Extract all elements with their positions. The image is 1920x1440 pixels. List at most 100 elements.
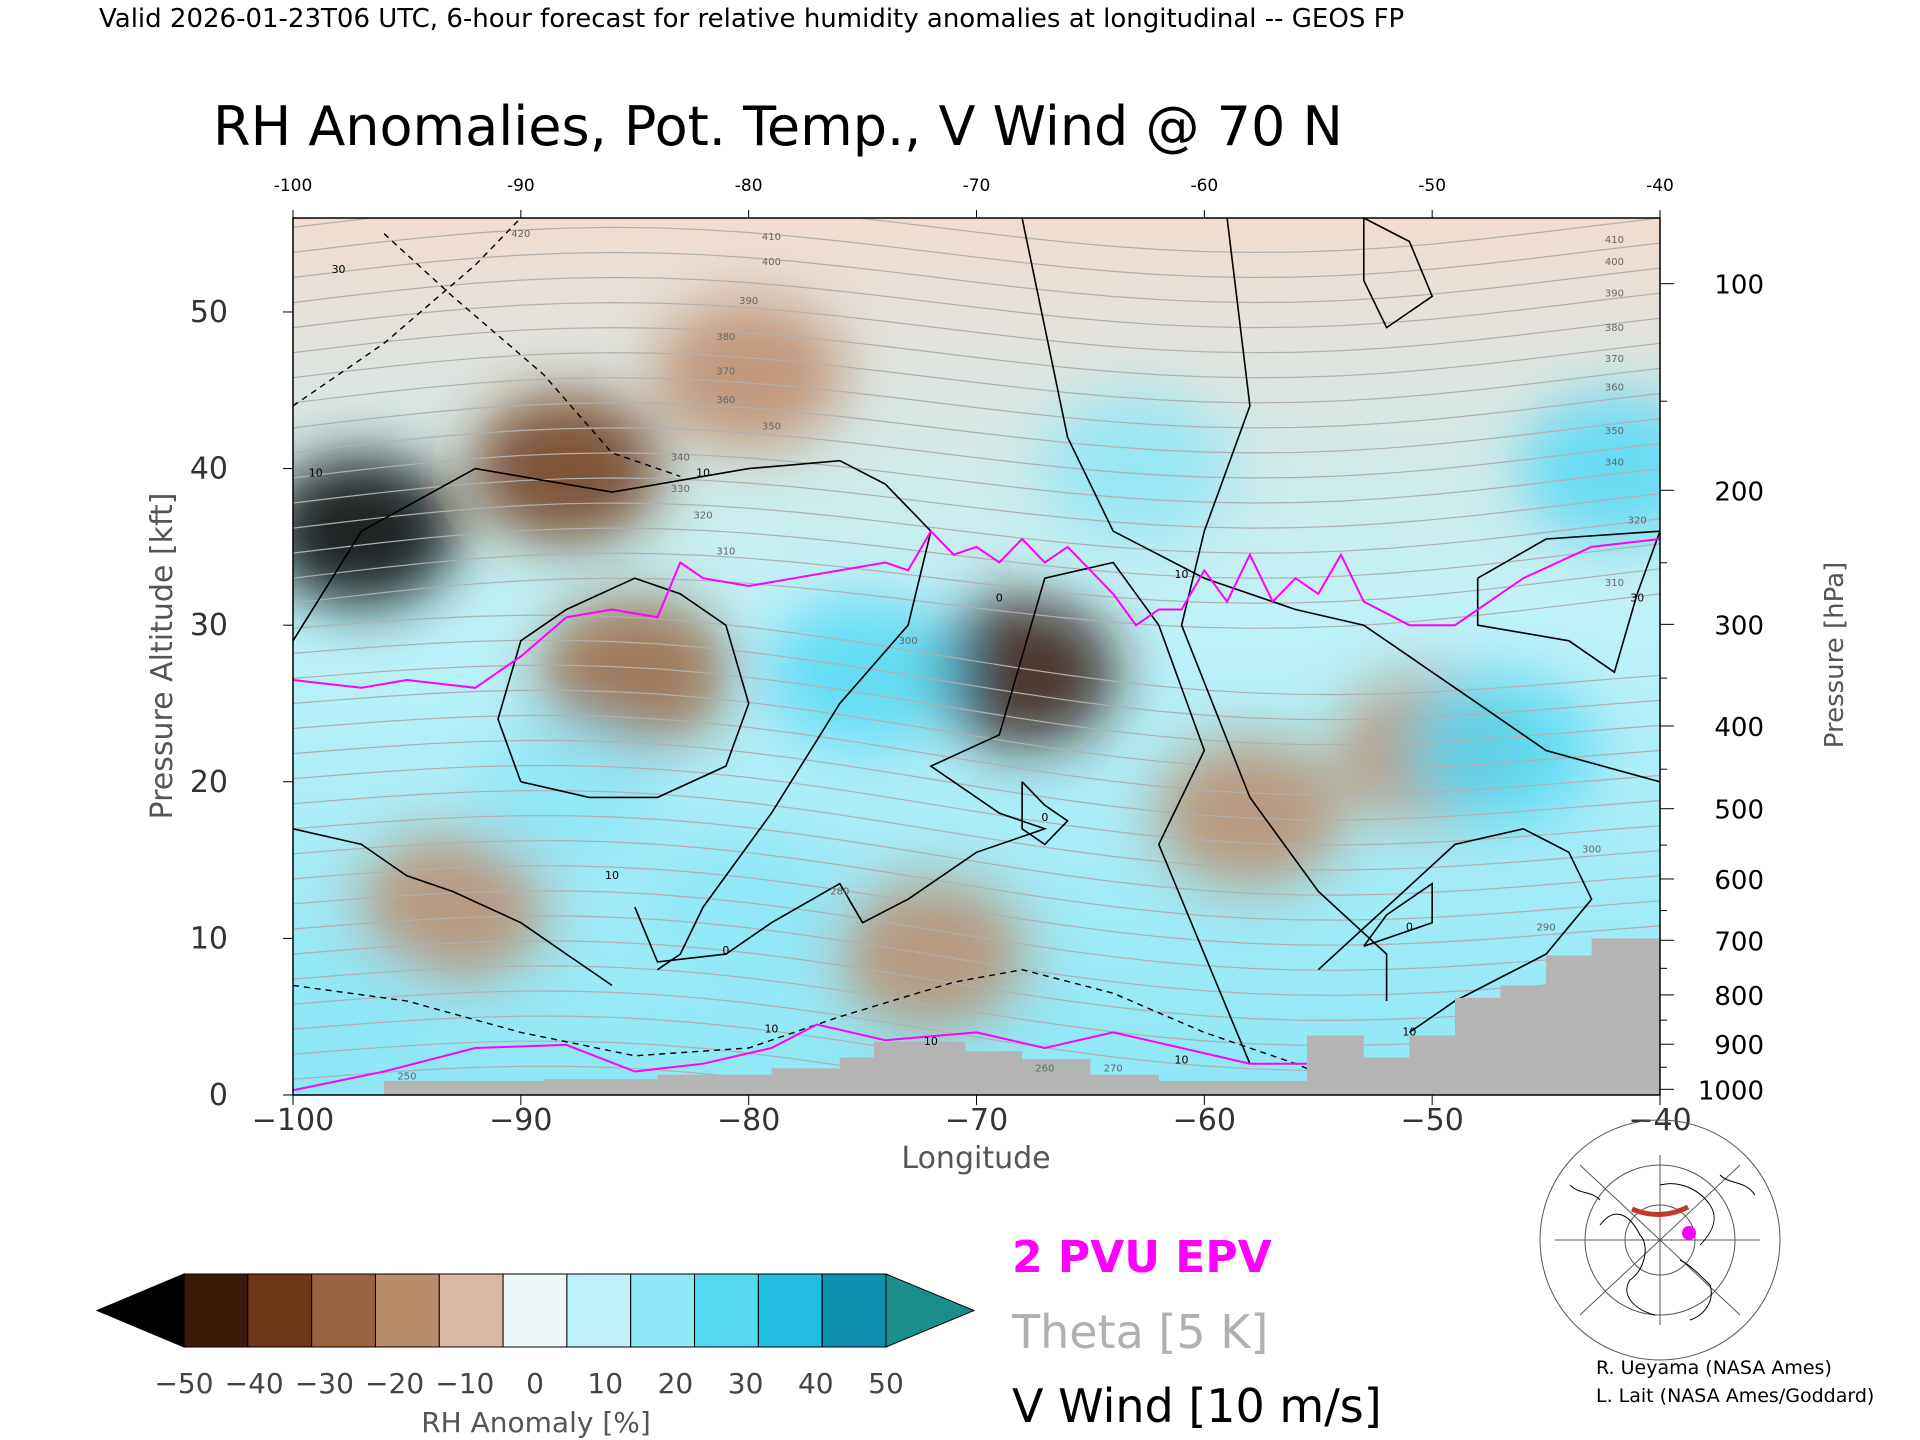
x-top-tick-label: -70 <box>963 176 991 196</box>
credit-line-1: R. Ueyama (NASA Ames) <box>1596 1357 1832 1379</box>
pressure-tick-label: 1000 <box>1698 1076 1764 1106</box>
theta-contour <box>293 664 1660 746</box>
theta-contour <box>293 527 1660 579</box>
colorbar-tick-label: −30 <box>295 1367 354 1400</box>
colorbar-label: RH Anomaly [%] <box>421 1406 651 1439</box>
vwind-contour <box>497 577 750 799</box>
theta-contour-label: 290 <box>1537 923 1556 934</box>
x-top-tick-label: -80 <box>735 176 763 196</box>
x-top-tick-label: -50 <box>1418 176 1446 196</box>
theta-contour <box>293 765 1660 846</box>
theta-contour <box>293 276 1660 329</box>
epv-2pvu-line <box>293 529 1660 689</box>
theta-contour <box>293 789 1660 871</box>
rh-anomaly-blob <box>767 597 958 748</box>
y-tick-label: 10 <box>190 921 228 956</box>
epv-contour <box>293 529 1660 1092</box>
pressure-tick-label: 500 <box>1714 796 1764 826</box>
rh-anomaly-blob <box>653 832 844 983</box>
rh-anomaly-blob <box>1040 393 1231 544</box>
plot-area: 420 4104003903803703603503403303203103002… <box>190 176 1764 1138</box>
theta-contour-label: 260 <box>1035 1064 1054 1075</box>
rh-anomaly-blob <box>1519 393 1660 544</box>
pressure-tick-label: 200 <box>1714 477 1764 507</box>
theta-contour <box>293 402 1660 454</box>
rh-anomaly-blob <box>471 393 662 544</box>
legend-theta: Theta [5 K] <box>1011 1305 1268 1359</box>
colorbar-tick-label: 0 <box>526 1367 544 1400</box>
theta-contour-label: 350 <box>1605 426 1624 437</box>
colorbar-tick-label: 20 <box>658 1367 694 1400</box>
rh-anomaly-blob <box>293 941 434 1092</box>
rh-anomaly-blob <box>471 722 662 873</box>
theta-contour-label: 320 <box>694 511 713 522</box>
vwind-contour-label: 10 <box>1402 1025 1416 1038</box>
colorbar-tick-label: 10 <box>587 1367 623 1400</box>
pressure-tick-label: 600 <box>1714 866 1764 896</box>
theta-contour-label: 330 <box>671 484 690 495</box>
theta-contour <box>293 251 1660 304</box>
theta-contour <box>293 326 1660 379</box>
theta-contour-label: 340 <box>1605 457 1624 468</box>
colorbar-segment <box>757 1273 823 1348</box>
theta-contour-label: 380 <box>1605 323 1624 334</box>
credit-line-2: L. Lait (NASA Ames/Goddard) <box>1596 1385 1874 1407</box>
theta-contour <box>293 915 1660 996</box>
theta-contour <box>293 502 1660 554</box>
theta-contour <box>293 1065 874 1095</box>
theta-contour <box>293 940 1660 1022</box>
x-tick-label: −60 <box>1173 1103 1236 1138</box>
theta-contour <box>293 352 1660 404</box>
colorbar-under-arrow <box>95 1273 185 1348</box>
x-tick-label: −70 <box>945 1103 1008 1138</box>
pressure-tick-label: 900 <box>1714 1031 1764 1061</box>
theta-contour-label: 300 <box>1582 844 1601 855</box>
rh-anomaly-blob <box>653 299 844 450</box>
vwind-contour <box>1363 218 1434 329</box>
theta-contour-label: 310 <box>1605 578 1624 589</box>
rh-anomaly-blob <box>1405 675 1596 826</box>
colorbar-segment <box>630 1273 696 1348</box>
y-tick-label: 30 <box>190 608 228 643</box>
theta-contour <box>293 452 1660 504</box>
colorbar-tick-label: −40 <box>225 1367 284 1400</box>
y-tick-label: 50 <box>190 295 228 330</box>
theta-contour-label: 360 <box>716 395 735 406</box>
location-marker <box>1682 1226 1696 1240</box>
colorbar: −50 −40 −30 −20 −10 0 10 20 30 40 50 <box>95 1273 976 1400</box>
valid-line: Valid 2026-01-23T06 UTC, 6-hour forecast… <box>99 4 1404 34</box>
epv-low-level-line <box>293 1023 1319 1092</box>
vwind-contour <box>1317 827 1593 1034</box>
rh-anomaly-blob <box>539 597 730 748</box>
y-tick-label: 20 <box>190 765 228 800</box>
vwind-contour-label: 10 <box>924 1035 938 1048</box>
colorbar-segment <box>374 1273 440 1348</box>
vwind-contour-label: 10 <box>605 869 619 882</box>
colorbar-segment <box>566 1273 632 1348</box>
x-tick-label: −90 <box>489 1103 552 1138</box>
vwind-contour-negative <box>293 968 1342 1084</box>
theta-contour <box>293 577 1660 629</box>
pressure-tick-label: 400 <box>1714 713 1764 743</box>
axis-ticks: −100 -100 −90 -90 −80 -80 −70 -70 −60 -60 −50 -50 −4… <box>190 176 1764 1138</box>
vwind-contour-label: 10 <box>1175 1054 1189 1067</box>
colorbar-tick-label: 50 <box>868 1367 904 1400</box>
x-top-tick-label: -90 <box>507 176 535 196</box>
theta-contour-label: 410 <box>762 232 781 243</box>
theta-contour-label: 300 <box>899 636 918 647</box>
x-axis-label: Longitude <box>901 1141 1050 1176</box>
pressure-tick-label: 800 <box>1714 982 1764 1012</box>
vwind-contour <box>1363 882 1433 947</box>
theta-contour-label: 360 <box>1605 382 1624 393</box>
vwind-contours <box>293 218 1660 1084</box>
theta-contour-label: 310 <box>716 547 735 558</box>
colorbar-over-arrow <box>885 1273 976 1348</box>
vwind-contour <box>293 459 932 971</box>
y2-axis-label: Pressure [hPa] <box>1820 562 1850 749</box>
theta-contour <box>293 477 1660 529</box>
vwind-contour-label: 10 <box>1175 568 1189 581</box>
theta-contour-label: 400 <box>1605 257 1624 268</box>
x-top-tick-label: -100 <box>274 176 313 196</box>
theta-contour-label: 320 <box>1628 515 1647 526</box>
